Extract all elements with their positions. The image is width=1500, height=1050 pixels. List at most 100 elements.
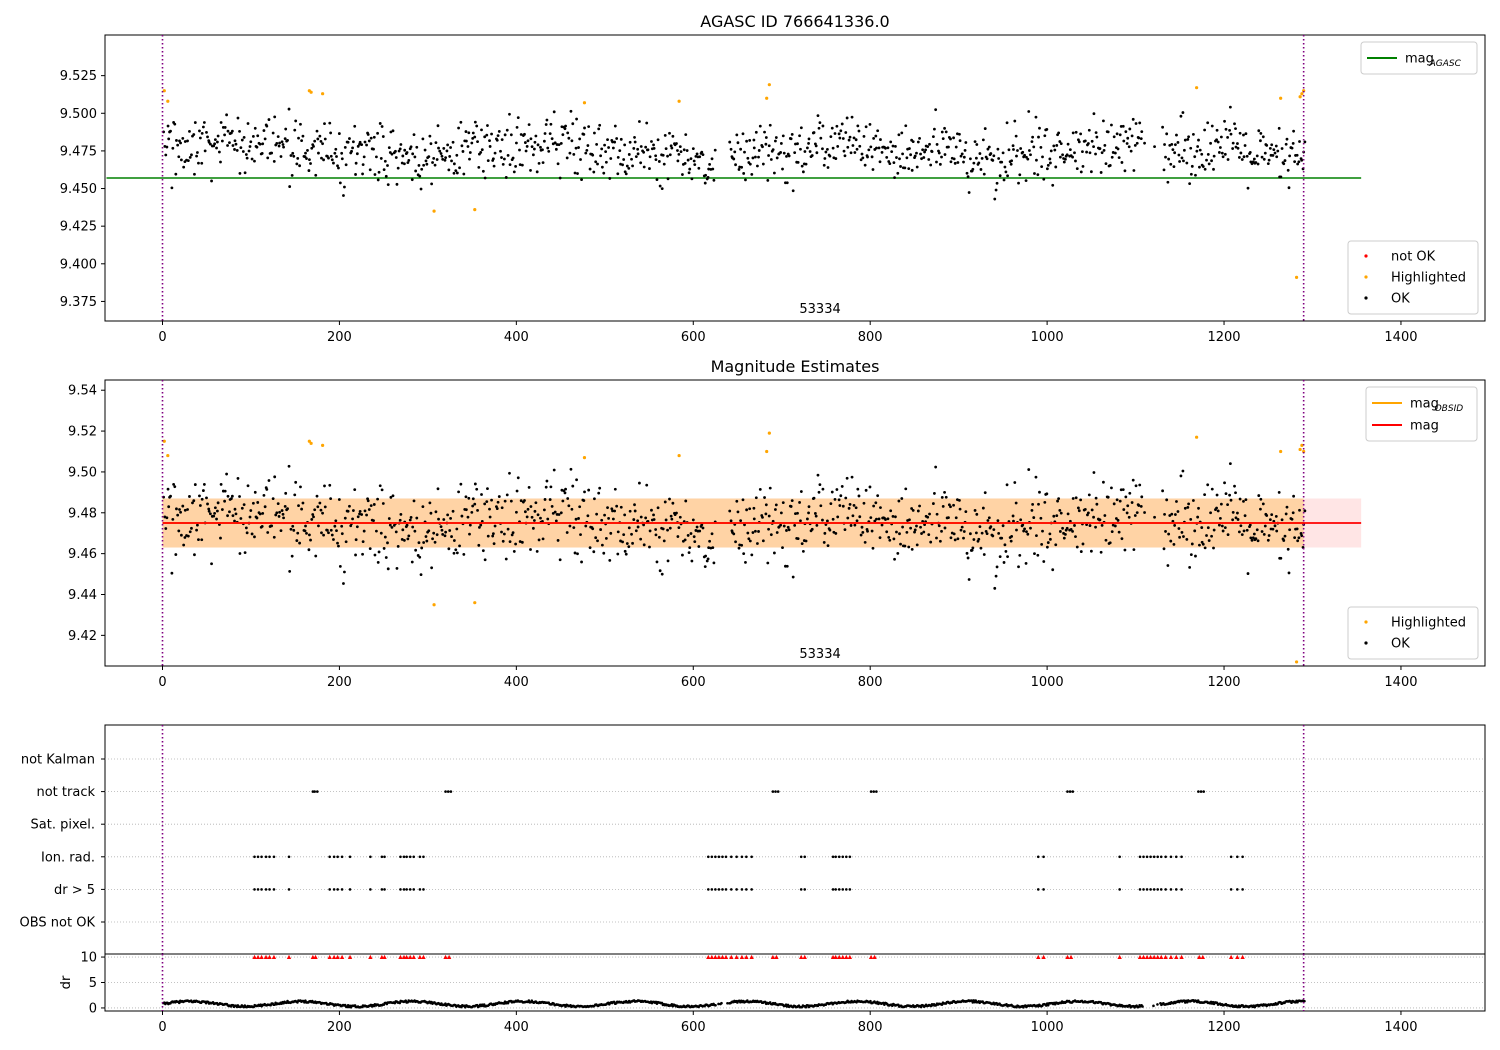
estimates-ok-point (1054, 543, 1058, 547)
estimates-ok-point (1048, 532, 1052, 536)
agasc-ok-point (982, 172, 986, 176)
dr-clipped-marker (706, 954, 711, 960)
agasc-ok-point (1295, 153, 1299, 157)
agasc-ok-point (964, 141, 968, 144)
agasc-ok-point (772, 171, 776, 175)
agasc-ok-point (1272, 148, 1276, 152)
estimates-ok-point (901, 525, 904, 529)
estimates-ok-point (321, 511, 324, 515)
agasc-ok-point (859, 158, 863, 162)
agasc-ok-point (748, 139, 752, 142)
estimates-ok-point (835, 488, 839, 491)
estimates-ok-point (381, 502, 385, 505)
agasc-ok-point (1102, 148, 1106, 152)
agasc-ok-point (287, 107, 291, 111)
estimates-ok-point (664, 518, 668, 522)
estimates-ok-point (1210, 534, 1213, 538)
estimates-ok-point (455, 551, 459, 555)
agasc-ok-point (1288, 154, 1292, 158)
flags-point (1145, 888, 1149, 891)
agasc-ok-point (547, 149, 551, 153)
estimates-ok-point (1127, 515, 1131, 519)
agasc-ok-point (952, 157, 956, 161)
flags-point (340, 855, 344, 859)
estimates-ok-point (530, 515, 534, 519)
estimates-ok-point (575, 478, 578, 482)
estimates-ok-point (624, 552, 628, 556)
estimates-ok-point (253, 535, 256, 539)
estimates-ok-point (179, 510, 182, 514)
estimates-ok-point (532, 519, 536, 522)
agasc-ok-point (735, 133, 739, 137)
agasc-ok-point (1153, 145, 1156, 149)
estimates-ok-point (1249, 536, 1253, 540)
agasc-ok-point (354, 173, 357, 176)
estimates-ok-point (186, 534, 190, 538)
estimates-highlighted-point (1195, 435, 1199, 439)
flags-point (444, 790, 447, 793)
estimates-ok-point (1088, 524, 1092, 527)
estimates-ok-point (424, 535, 428, 538)
agasc-ok-point (1012, 148, 1015, 151)
estimates-ok-point (327, 531, 330, 535)
agasc-ok-point (526, 139, 530, 143)
estimates-ok-point (511, 531, 515, 535)
agasc-ok-point (411, 152, 415, 156)
agasc-ok-point (1058, 140, 1062, 143)
estimates-ok-point (1190, 542, 1194, 546)
estimates-ok-point (734, 540, 737, 544)
agasc-ok-point (228, 141, 231, 145)
estimates-ok-point (356, 515, 360, 519)
agasc-ok-point (301, 134, 305, 138)
agasc-ok-point (971, 167, 975, 171)
estimates-ok-point (414, 548, 418, 552)
agasc-ok-point (1276, 149, 1280, 153)
estimates-ok-point (623, 513, 627, 517)
estimates-ok-point (1177, 527, 1181, 530)
agasc-ok-point (1189, 172, 1193, 176)
estimates-ok-point (764, 503, 768, 507)
flags-point (369, 888, 372, 891)
estimates-ok-point (408, 518, 412, 522)
estimates-ok-point (497, 495, 501, 498)
estimates-ok-point (549, 485, 553, 489)
agasc-ok-point (186, 139, 189, 143)
estimates-ok-point (565, 531, 569, 534)
agasc-ok-point (193, 172, 196, 176)
estimates-ok-point (1153, 515, 1156, 519)
estimates-ok-point (387, 517, 391, 520)
agasc-ok-point (1162, 168, 1166, 172)
estimates-ok-point (661, 527, 665, 531)
agasc-ok-point (1041, 155, 1044, 159)
agasc-ok-point (949, 160, 953, 164)
estimates-ok-point (452, 539, 456, 542)
agasc-ok-point (468, 151, 472, 154)
estimates-ok-point (295, 539, 299, 542)
agasc-ok-point (213, 138, 217, 142)
agasc-highlighted-point (166, 99, 170, 103)
estimates-ok-point (383, 535, 387, 539)
agasc-ok-point (369, 136, 373, 140)
estimates-ok-point (698, 529, 702, 533)
flags-point (707, 855, 710, 859)
estimates-ok-point (611, 517, 615, 521)
agasc-ok-point (1280, 147, 1284, 150)
agasc-ok-point (843, 154, 847, 158)
agasc-ok-point (567, 136, 571, 140)
estimates-ok-point (919, 525, 922, 529)
estimates-ok-point (1206, 483, 1210, 487)
estimates-ok-point (1024, 561, 1028, 565)
agasc-ytick-label: 9.375 (60, 295, 97, 310)
agasc-ok-point (502, 157, 506, 161)
agasc-ok-point (958, 139, 962, 143)
agasc-ok-point (744, 178, 747, 182)
estimates-ok-point (732, 532, 736, 536)
agasc-ok-point (648, 167, 651, 170)
estimates-xtick-label: 1000 (1031, 675, 1064, 690)
estimates-ok-point (646, 519, 650, 523)
agasc-ok-point (742, 172, 746, 175)
agasc-ok-point (298, 164, 302, 168)
estimates-ok-point (523, 499, 526, 502)
dr-clipped-marker (774, 954, 779, 960)
agasc-ok-point (845, 116, 849, 120)
